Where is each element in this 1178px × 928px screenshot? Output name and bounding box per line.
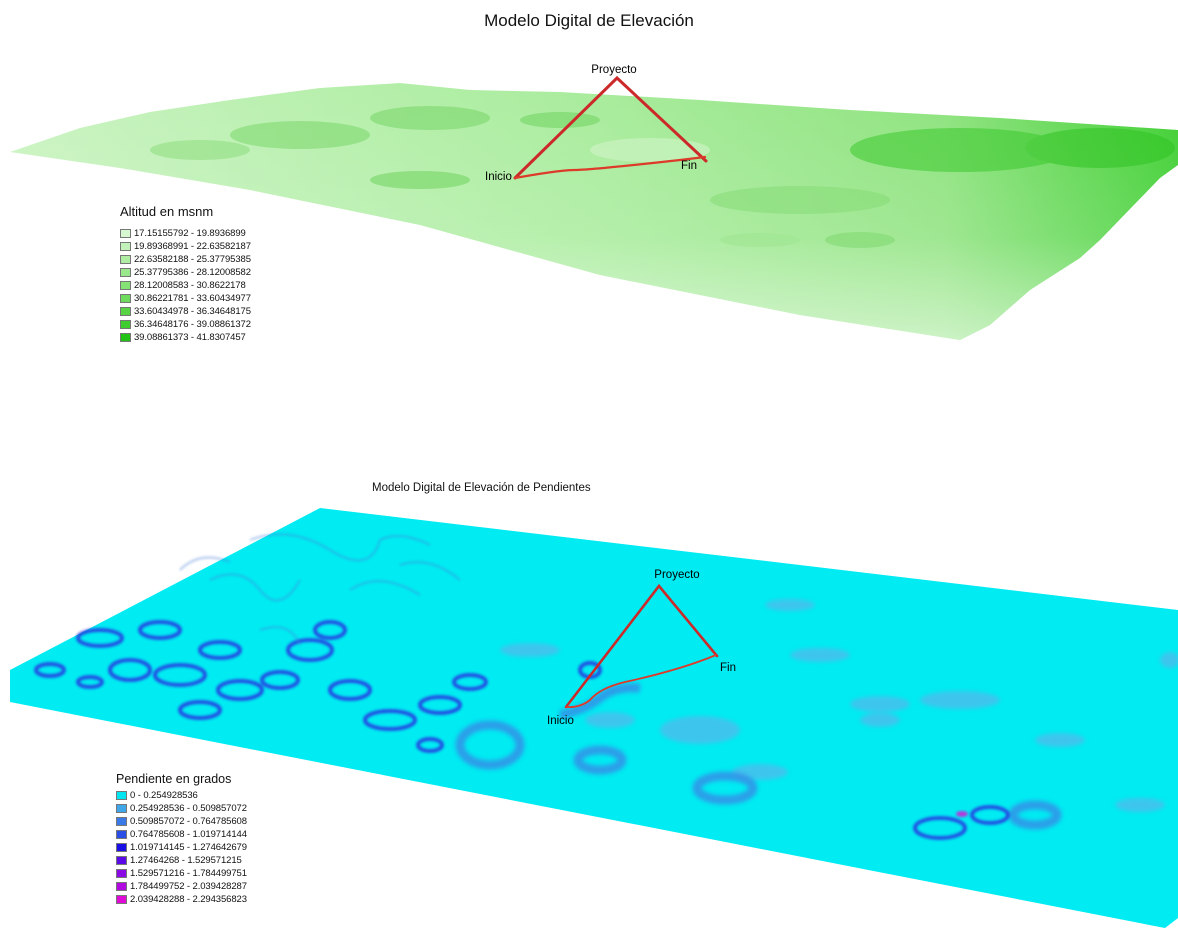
slope-legend-swatch [116,855,127,865]
slope-legend-label: 1.529571216 - 1.784499751 [130,867,247,879]
dem-legend-item: 39.08861373 - 41.8307457 [120,331,251,343]
dem-legend-swatch [120,319,131,329]
dem-start-label: Inicio [485,171,512,183]
slope-legend-item: 1.019714145 - 1.274642679 [116,841,247,853]
dem-legend-label: 30.86221781 - 33.60434977 [134,292,251,304]
slope-legend-item: 0.764785608 - 1.019714144 [116,828,247,840]
slope-legend-swatch [116,829,127,839]
slope-legend-label: 1.784499752 - 2.039428287 [130,880,247,892]
slope-legend-item: 0 - 0.254928536 [116,789,247,801]
slope-project-label: Proyecto [654,569,699,581]
slope-legend-label: 0.509857072 - 0.764785608 [130,815,247,827]
slope-legend-label: 2.039428288 - 2.294356823 [130,893,247,905]
dem-legend-label: 39.08861373 - 41.8307457 [134,331,246,343]
dem-legend: Altitud en msnm 17.15155792 - 19.8936899… [120,204,251,344]
slope-legend-items: 0 - 0.254928536 0.254928536 - 0.509857072… [116,789,247,905]
dem-legend-item: 17.15155792 - 19.8936899 [120,227,251,239]
slope-legend-swatch [116,868,127,878]
dem-legend-item: 30.86221781 - 33.60434977 [120,292,251,304]
slope-legend-label: 0.764785608 - 1.019714144 [130,828,247,840]
slope-map-panel: Proyecto Inicio Fin Modelo Digital de El… [0,470,1178,928]
dem-legend-swatch [120,228,131,238]
dem-legend-item: 36.34648176 - 39.08861372 [120,318,251,330]
dem-map-panel: Proyecto Inicio Fin Modelo Digital de El… [0,0,1178,400]
slope-peak-spots [956,811,968,817]
dem-legend-label: 17.15155792 - 19.8936899 [134,227,246,239]
dem-legend-label: 25.37795386 - 28.12008582 [134,266,251,278]
slope-legend-item: 1.529571216 - 1.784499751 [116,867,247,879]
dem-legend-item: 19.89368991 - 22.63582187 [120,240,251,252]
slope-legend-item: 0.509857072 - 0.764785608 [116,815,247,827]
slope-start-label: Inicio [547,715,574,727]
dem-legend-swatch [120,241,131,251]
dem-legend-swatch [120,332,131,342]
slope-legend-swatch [116,894,127,904]
slope-low-zones [500,599,1178,812]
dem-project-label: Proyecto [591,64,636,76]
slope-legend-label: 0 - 0.254928536 [130,789,198,801]
dem-route [513,75,708,180]
slope-legend-swatch [116,881,127,891]
slope-legend: Pendiente en grados 0 - 0.254928536 0.254… [116,772,247,906]
dem-legend-swatch [120,254,131,264]
slope-terrain: Proyecto Inicio Fin [10,508,1178,928]
dem-legend-swatch [120,293,131,303]
dem-legend-swatch [120,280,131,290]
slope-legend-item: 1.27464268 - 1.529571215 [116,854,247,866]
dem-legend-item: 28.12008583 - 30.8622178 [120,279,251,291]
slope-legend-label: 1.019714145 - 1.274642679 [130,841,247,853]
dem-legend-title: Altitud en msnm [120,204,214,219]
slope-legend-swatch [116,816,127,826]
dem-map-title: Modelo Digital de Elevación [484,11,694,30]
slope-mid-zones [455,683,1062,830]
slope-legend-item: 2.039428288 - 2.294356823 [116,893,247,905]
dem-legend-label: 22.63582188 - 25.37795385 [134,253,251,265]
dem-legend-label: 36.34648176 - 39.08861372 [134,318,251,330]
dem-terrain: Proyecto Inicio Fin [10,64,1178,340]
dem-end-label: Fin [681,160,697,172]
dem-legend-item: 25.37795386 - 28.12008582 [120,266,251,278]
dem-legend-items: 17.15155792 - 19.8936899 19.89368991 - 22… [120,227,251,343]
slope-legend-swatch [116,842,127,852]
slope-legend-swatch [116,790,127,800]
slope-map-title: Modelo Digital de Elevación de Pendiente… [372,482,591,494]
slope-legend-item: 0.254928536 - 0.509857072 [116,802,247,814]
dem-relief [150,106,1175,248]
slope-legend-item: 1.784499752 - 2.039428287 [116,880,247,892]
slope-faint-contours [179,533,461,646]
dem-legend-swatch [120,306,131,316]
dem-legend-label: 33.60434978 - 36.34648175 [134,305,251,317]
slope-legend-label: 0.254928536 - 0.509857072 [130,802,247,814]
dem-legend-swatch [120,267,131,277]
slope-legend-label: 1.27464268 - 1.529571215 [130,854,242,866]
slope-end-label: Fin [720,662,736,674]
slope-high-zones [34,620,1010,840]
dem-legend-item: 22.63582188 - 25.37795385 [120,253,251,265]
slope-legend-title: Pendiente en grados [116,772,232,786]
dem-legend-label: 19.89368991 - 22.63582187 [134,240,251,252]
slope-legend-swatch [116,803,127,813]
dem-legend-label: 28.12008583 - 30.8622178 [134,279,246,291]
dem-legend-item: 33.60434978 - 36.34648175 [120,305,251,317]
slope-route [564,583,719,709]
